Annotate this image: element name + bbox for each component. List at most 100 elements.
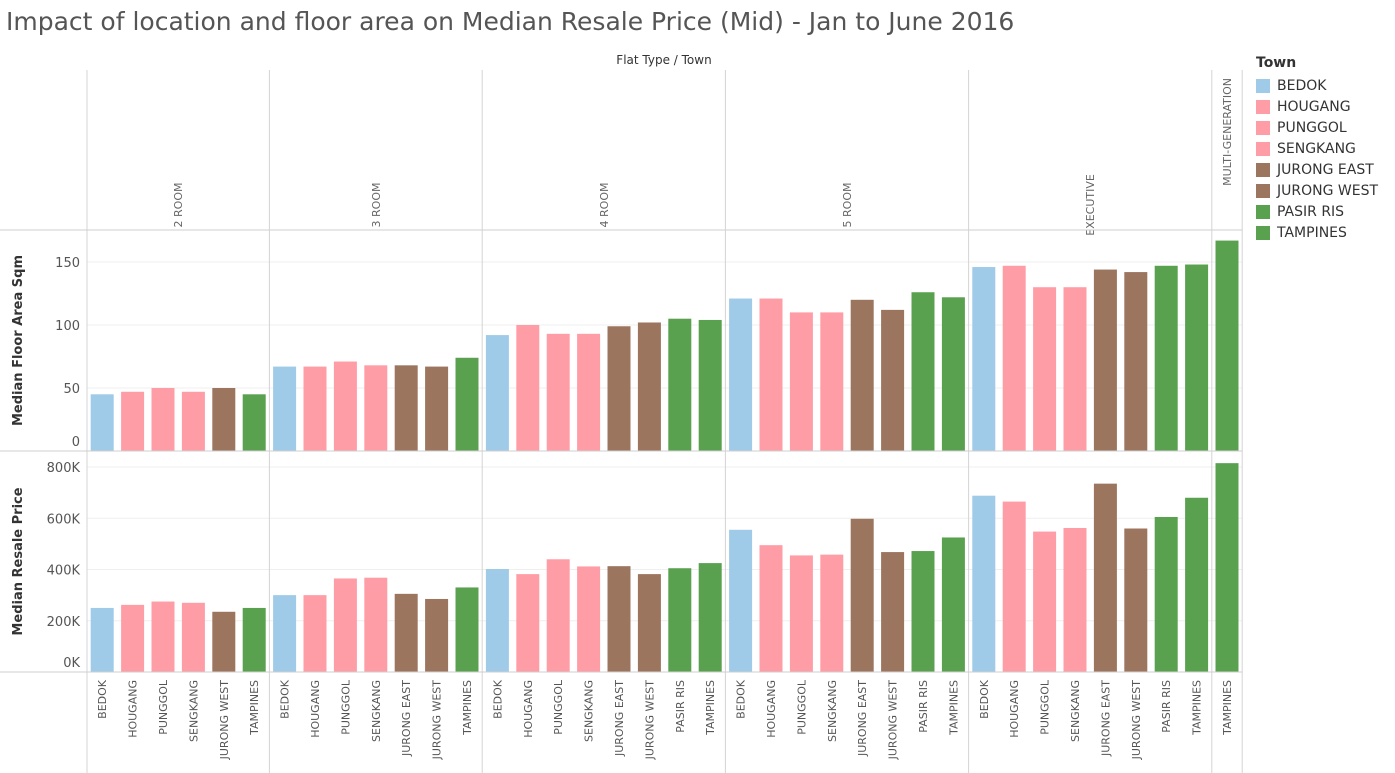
bar-floor-area: [972, 267, 996, 451]
flat-type-header: 2 ROOM: [172, 183, 185, 228]
bar-resale-price: [546, 559, 570, 672]
bar-floor-area: [850, 299, 874, 451]
bar-floor-area: [1215, 240, 1239, 451]
flat-type-header: 5 ROOM: [841, 183, 854, 228]
bar-resale-price: [972, 495, 996, 672]
bar-resale-price: [121, 604, 145, 672]
legend-label: JURONG WEST: [1277, 182, 1379, 199]
bar-floor-area: [1063, 287, 1087, 451]
bar-floor-area: [1154, 265, 1178, 451]
town-tick-label: BEDOK: [978, 679, 991, 719]
bar-resale-price: [394, 593, 418, 672]
legend-item[interactable]: PUNGGOL: [1256, 117, 1378, 138]
legend-title: Town: [1256, 55, 1297, 71]
legend-item[interactable]: SENGKANG: [1256, 138, 1378, 159]
bar-floor-area: [1093, 269, 1117, 451]
town-tick-label: SENGKANG: [187, 680, 200, 742]
y-tick-label: 800K: [47, 461, 81, 476]
bar-floor-area: [333, 361, 357, 451]
bar-resale-price: [273, 595, 297, 672]
bar-resale-price: [181, 602, 205, 672]
flat-type-header: EXECUTIVE: [1084, 174, 1097, 236]
legend[interactable]: Town BEDOK HOUGANG PUNGGOL SENGKANG JURONG E…: [1256, 55, 1378, 243]
bar-floor-area: [729, 298, 753, 451]
legend-swatch: [1256, 225, 1270, 240]
bar-floor-area: [212, 388, 236, 451]
town-tick-label: TAMPINES: [704, 680, 717, 736]
bar-resale-price: [425, 598, 449, 672]
town-tick-label: BEDOK: [96, 679, 109, 719]
legend-swatch: [1256, 120, 1270, 135]
legend-item[interactable]: JURONG EAST: [1256, 159, 1378, 180]
y-tick-label: 600K: [47, 512, 81, 527]
bar-floor-area: [759, 298, 783, 451]
bar-resale-price: [1154, 516, 1178, 672]
town-tick-label: PUNGGOL: [552, 679, 565, 735]
town-tick-label: HOUGANG: [1008, 680, 1021, 738]
town-tick-label: PASIR RIS: [674, 680, 687, 733]
legend-label: PUNGGOL: [1277, 119, 1347, 136]
town-tick-label: TAMPINES: [1191, 680, 1204, 736]
town-tick-label: JURONG EAST: [1099, 680, 1112, 757]
bar-floor-area: [637, 322, 661, 451]
y-tick-label: 0K: [63, 656, 80, 671]
bar-floor-area: [546, 333, 570, 451]
legend-item[interactable]: HOUGANG: [1256, 96, 1378, 117]
legend-swatch: [1256, 99, 1270, 114]
town-tick-label: TAMPINES: [1221, 680, 1234, 736]
bar-floor-area: [881, 309, 905, 451]
flat-type-header: 4 ROOM: [598, 183, 611, 228]
bar-resale-price: [90, 607, 114, 672]
town-tick-label: SENGKANG: [826, 680, 839, 742]
bar-floor-area: [181, 391, 205, 451]
town-tick-label: SENGKANG: [370, 680, 383, 742]
bar-resale-price: [911, 551, 935, 672]
town-tick-label: HOUGANG: [765, 680, 778, 738]
chart-title: Impact of location and floor area on Med…: [6, 7, 1015, 36]
bar-floor-area: [941, 297, 965, 451]
bar-floor-area: [121, 391, 145, 451]
bar-floor-area: [607, 326, 631, 451]
y-tick-label: 200K: [47, 615, 81, 630]
legend-label: JURONG EAST: [1277, 161, 1374, 178]
bar-resale-price: [1215, 463, 1239, 672]
bar-resale-price: [151, 601, 175, 672]
legend-item[interactable]: BEDOK: [1256, 75, 1378, 96]
bar-floor-area: [698, 319, 722, 451]
bar-resale-price: [364, 577, 388, 672]
flat-type-header: 3 ROOM: [370, 183, 383, 228]
bar-floor-area: [1033, 287, 1057, 451]
bar-resale-price: [455, 587, 479, 672]
legend-item[interactable]: TAMPINES: [1256, 222, 1378, 243]
town-tick-label: JURONG EAST: [400, 680, 413, 757]
bar-resale-price: [1002, 501, 1026, 672]
town-tick-label: PASIR RIS: [917, 680, 930, 733]
legend-swatch: [1256, 162, 1270, 177]
legend-label: HOUGANG: [1277, 98, 1351, 115]
legend-label: TAMPINES: [1277, 224, 1347, 241]
y-tick-label: 50: [63, 382, 80, 397]
y-axis-label: Median Resale Price: [11, 487, 26, 635]
bar-resale-price: [1033, 531, 1057, 672]
bar-resale-price: [1063, 527, 1087, 672]
bar-resale-price: [1093, 483, 1117, 672]
legend-item[interactable]: PASIR RIS: [1256, 201, 1378, 222]
legend-swatch: [1256, 141, 1270, 156]
bar-floor-area: [90, 394, 114, 451]
town-tick-label: TAMPINES: [248, 680, 261, 736]
bar-resale-price: [850, 518, 874, 672]
legend-swatch: [1256, 183, 1270, 198]
town-tick-label: JURONG WEST: [643, 680, 656, 761]
legend-item[interactable]: JURONG WEST: [1256, 180, 1378, 201]
bar-floor-area: [577, 333, 601, 451]
town-tick-label: SENGKANG: [583, 680, 596, 742]
town-tick-label: TAMPINES: [947, 680, 960, 736]
legend-label: SENGKANG: [1277, 140, 1356, 157]
bar-resale-price: [820, 554, 844, 672]
bar-floor-area: [455, 357, 479, 451]
town-tick-label: JURONG EAST: [613, 680, 626, 757]
bar-resale-price: [789, 555, 813, 672]
bar-resale-price: [242, 607, 266, 672]
legend-swatch: [1256, 78, 1270, 93]
town-tick-label: PUNGGOL: [1039, 679, 1052, 735]
